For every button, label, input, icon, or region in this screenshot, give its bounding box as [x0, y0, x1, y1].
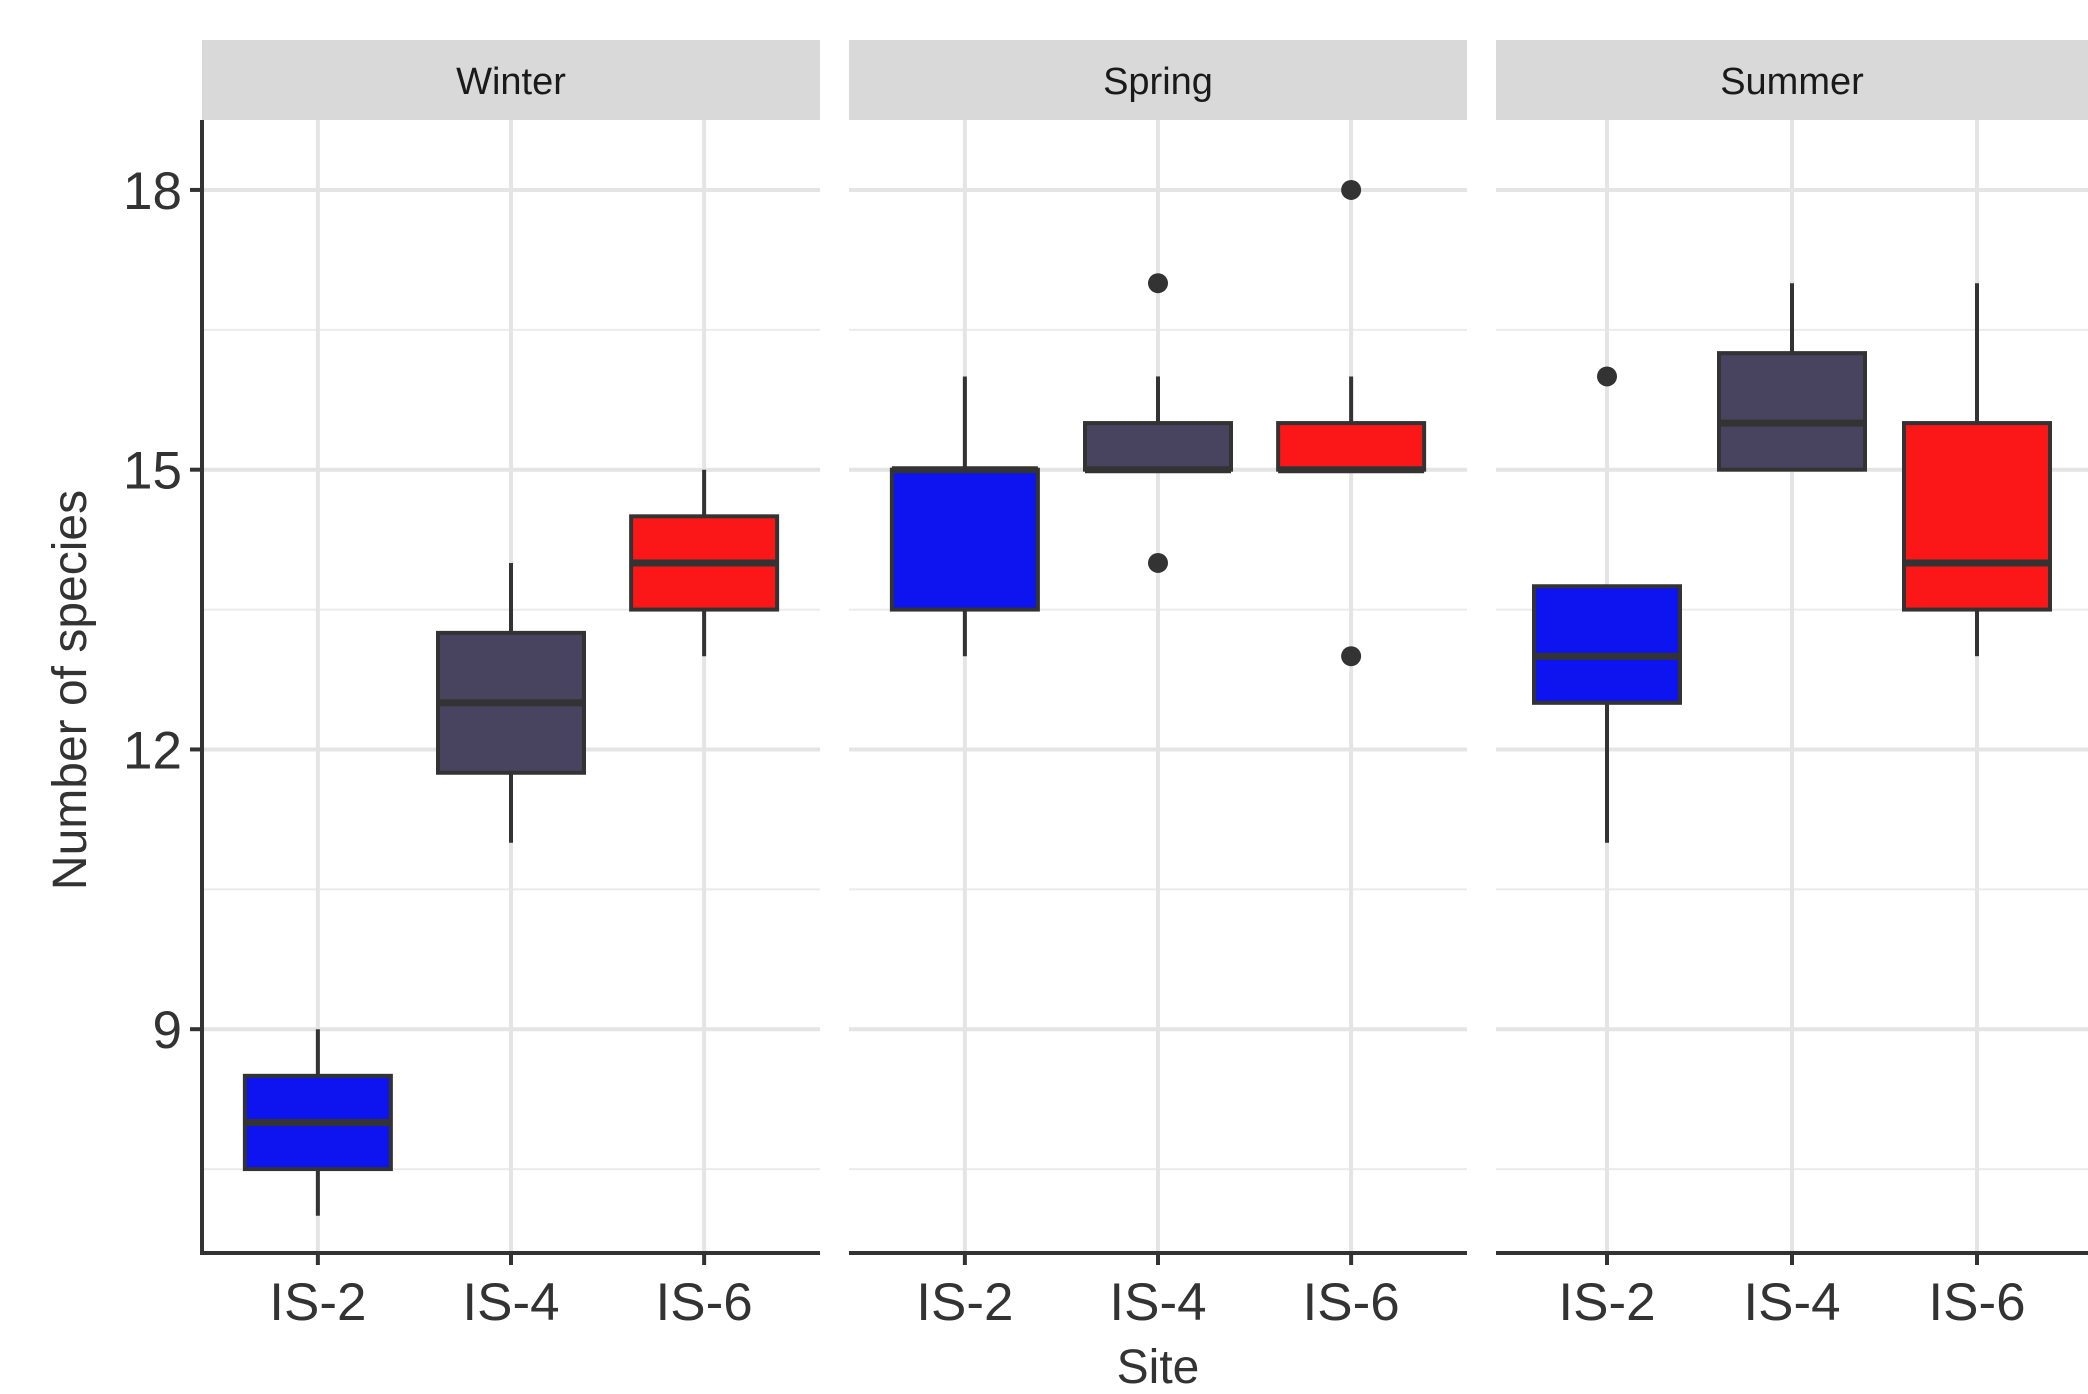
facet-strip-winter	[202, 40, 820, 120]
facet-strip-spring	[849, 40, 1467, 120]
y-tick-label: 12	[123, 721, 182, 780]
box-summer-is-6	[1902, 283, 2052, 657]
box-body	[889, 467, 1040, 612]
x-tick-label-is-2: IS-2	[1558, 1273, 1655, 1332]
outlier-point	[1148, 552, 1168, 573]
box-summer-is-4	[1717, 283, 1867, 472]
tick-labels: Winter IS-2 IS-4 IS-6 Spring IS-2 IS-4 IS-6 Summ…	[123, 61, 2026, 1332]
y-tick-label: 9	[153, 1001, 182, 1060]
x-tick-label-is-4: IS-4	[1743, 1273, 1840, 1332]
box-spring-is-4	[1083, 273, 1233, 573]
y-axis-title: Number of species	[44, 490, 97, 890]
x-tick-label-is-4: IS-4	[1109, 1273, 1206, 1332]
box-body	[1083, 421, 1233, 472]
box-body	[1276, 421, 1427, 472]
axes	[190, 120, 2088, 1265]
box-winter-is-4	[436, 562, 586, 843]
outlier-point	[1341, 179, 1362, 200]
x-tick-label-is-6: IS-6	[656, 1273, 753, 1332]
x-tick-label-is-2: IS-2	[916, 1273, 1013, 1332]
outlier-point	[1341, 646, 1362, 667]
outlier-point	[1597, 366, 1617, 387]
x-tick-label-is-2: IS-2	[269, 1273, 366, 1332]
box-spring-is-6	[1276, 179, 1427, 667]
facet-label-winter: Winter	[456, 61, 566, 103]
x-tick-label-is-4: IS-4	[462, 1273, 559, 1332]
x-tick-label-is-6: IS-6	[1303, 1273, 1400, 1332]
y-tick-label: 15	[123, 442, 182, 501]
box-summer-is-2	[1532, 366, 1682, 843]
outlier-point	[1148, 273, 1168, 294]
facet-label-spring: Spring	[1103, 61, 1213, 103]
box-winter-is-2	[242, 1029, 393, 1216]
x-tick-label-is-6: IS-6	[1928, 1273, 2025, 1332]
box-body	[1532, 584, 1682, 705]
plot-marks	[242, 179, 2052, 1216]
box-body	[1717, 351, 1867, 472]
box-spring-is-2	[889, 376, 1040, 657]
x-axis-title: Site	[1117, 1341, 1200, 1394]
facet-label-summer: Summer	[1720, 61, 1864, 103]
box-winter-is-6	[629, 469, 780, 657]
y-tick-label: 18	[123, 162, 182, 221]
facet-strip-summer	[1496, 40, 2088, 120]
box-body	[1902, 421, 2052, 612]
